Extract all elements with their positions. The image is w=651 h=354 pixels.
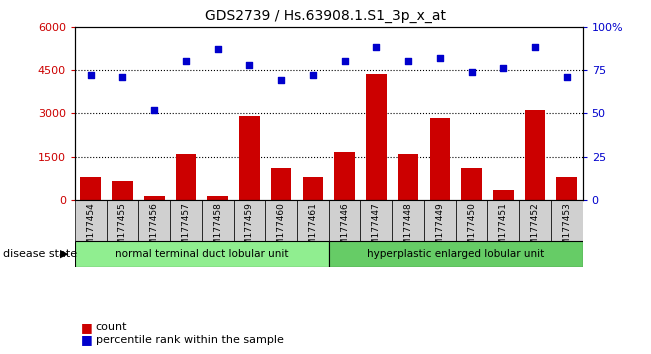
Point: [562, 74, 572, 80]
Bar: [239, 116, 260, 200]
Bar: [329, 200, 361, 241]
Text: GSM177456: GSM177456: [150, 202, 159, 257]
Bar: [488, 200, 519, 241]
Text: GSM177455: GSM177455: [118, 202, 127, 257]
Point: [212, 46, 223, 52]
Bar: [424, 200, 456, 241]
Text: ▶: ▶: [60, 249, 68, 259]
Bar: [392, 200, 424, 241]
Bar: [456, 200, 488, 241]
Text: GSM177450: GSM177450: [467, 202, 476, 257]
Text: hyperplastic enlarged lobular unit: hyperplastic enlarged lobular unit: [367, 249, 544, 259]
Text: GSM177452: GSM177452: [531, 202, 540, 257]
Bar: [144, 196, 165, 200]
Text: GSM177449: GSM177449: [436, 202, 445, 257]
Bar: [557, 177, 577, 200]
Bar: [519, 200, 551, 241]
Text: GSM177458: GSM177458: [213, 202, 222, 257]
Point: [403, 58, 413, 64]
Text: ■: ■: [81, 333, 93, 346]
Point: [276, 78, 286, 83]
Text: GSM177447: GSM177447: [372, 202, 381, 257]
Point: [466, 69, 477, 74]
Bar: [297, 200, 329, 241]
Text: GSM177453: GSM177453: [562, 202, 572, 257]
Bar: [81, 177, 101, 200]
Text: count: count: [96, 322, 127, 332]
Bar: [329, 241, 583, 267]
Bar: [208, 196, 228, 200]
Bar: [430, 118, 450, 200]
Text: GSM177454: GSM177454: [86, 202, 95, 257]
Bar: [493, 190, 514, 200]
Text: normal terminal duct lobular unit: normal terminal duct lobular unit: [115, 249, 288, 259]
Point: [435, 55, 445, 61]
Bar: [112, 181, 133, 200]
Point: [498, 65, 508, 71]
Text: ■: ■: [81, 321, 93, 334]
Text: GSM177460: GSM177460: [277, 202, 286, 257]
Text: GSM177461: GSM177461: [309, 202, 318, 257]
Bar: [303, 177, 323, 200]
Bar: [75, 241, 329, 267]
Text: GSM177448: GSM177448: [404, 202, 413, 257]
Text: GSM177457: GSM177457: [182, 202, 191, 257]
Bar: [462, 168, 482, 200]
Point: [530, 45, 540, 50]
Text: disease state: disease state: [3, 249, 77, 259]
Text: GSM177459: GSM177459: [245, 202, 254, 257]
Bar: [170, 200, 202, 241]
Point: [244, 62, 255, 68]
Bar: [107, 200, 138, 241]
Bar: [202, 200, 234, 241]
Bar: [398, 154, 419, 200]
Point: [149, 107, 159, 113]
Bar: [75, 200, 107, 241]
Point: [308, 72, 318, 78]
Point: [339, 58, 350, 64]
Point: [85, 72, 96, 78]
Bar: [234, 200, 266, 241]
Bar: [266, 200, 297, 241]
Bar: [551, 200, 583, 241]
Point: [181, 58, 191, 64]
Bar: [271, 168, 292, 200]
Text: percentile rank within the sample: percentile rank within the sample: [96, 335, 284, 345]
Bar: [366, 74, 387, 200]
Bar: [525, 110, 546, 200]
Text: GSM177451: GSM177451: [499, 202, 508, 257]
Text: GSM177446: GSM177446: [340, 202, 349, 257]
Text: GDS2739 / Hs.63908.1.S1_3p_x_at: GDS2739 / Hs.63908.1.S1_3p_x_at: [205, 9, 446, 23]
Bar: [335, 152, 355, 200]
Bar: [139, 200, 170, 241]
Point: [371, 45, 381, 50]
Bar: [176, 154, 196, 200]
Bar: [361, 200, 392, 241]
Point: [117, 74, 128, 80]
